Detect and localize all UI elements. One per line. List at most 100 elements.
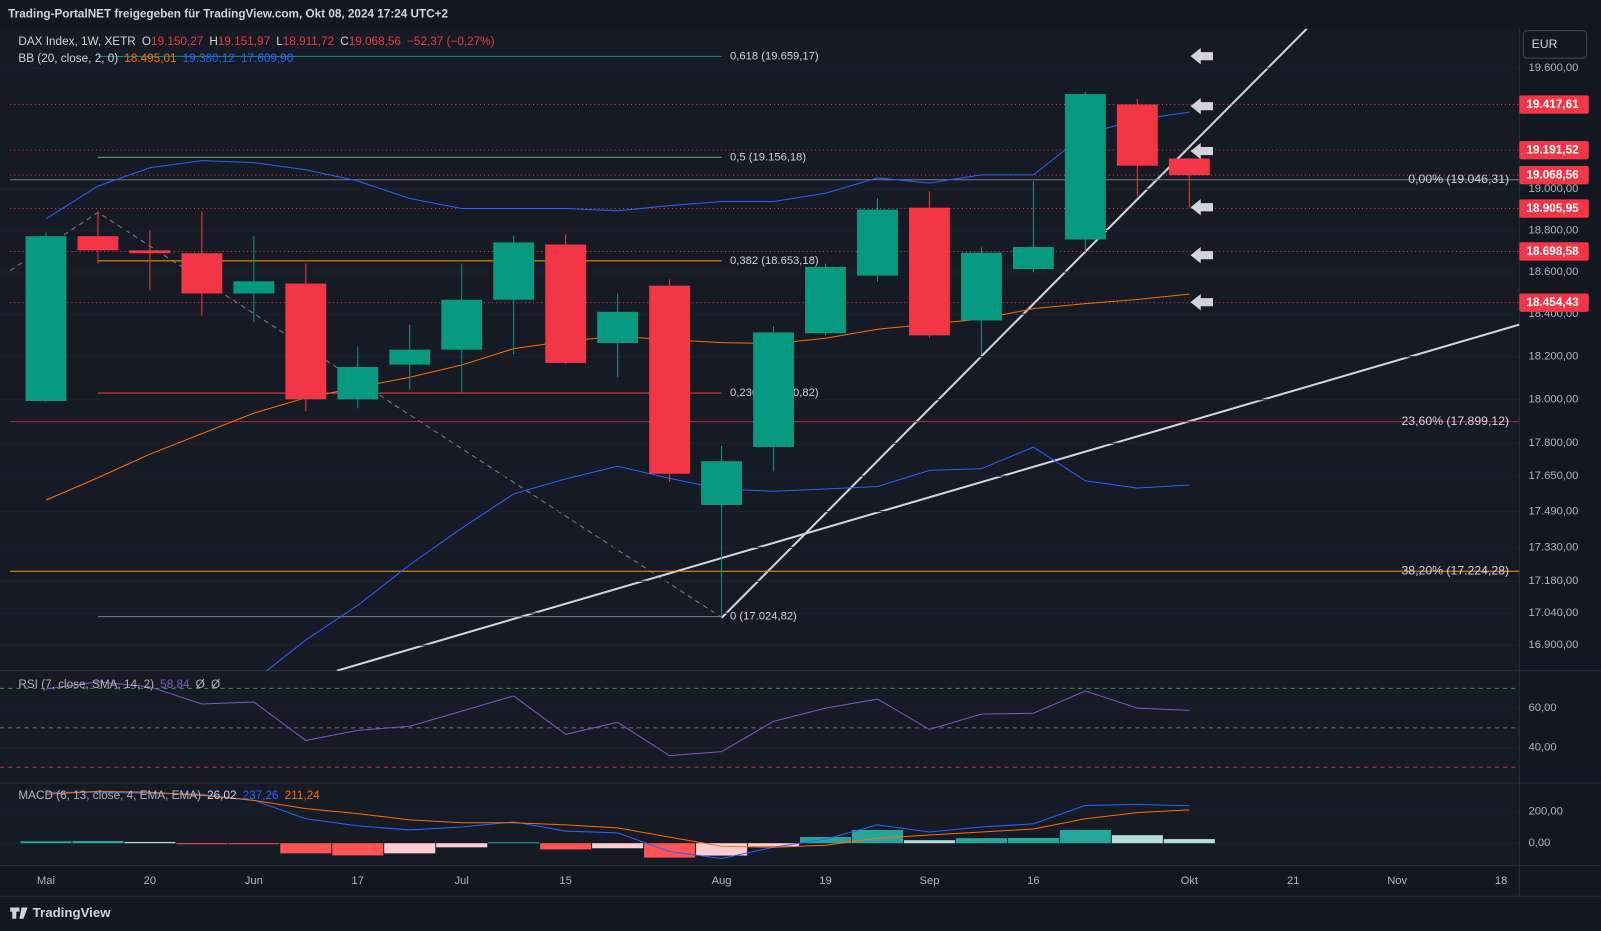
candle-body [181, 253, 223, 294]
legend-item: H [209, 35, 217, 48]
legend-item: C [340, 35, 349, 48]
legend-item: 26,02 [207, 789, 236, 802]
price-label: 18.698,58 [1526, 245, 1579, 258]
legend-item: 19.068,56 [349, 35, 402, 48]
legend-item: O [142, 35, 151, 48]
candle-body [1116, 104, 1158, 166]
candle-body [1064, 94, 1106, 240]
histogram-bar [384, 843, 436, 854]
macd-pane [0, 790, 1520, 860]
legend: RSI (7, close, SMA, 14, 2) 58,84 Ø Ø [18, 678, 220, 691]
histogram-bar [280, 843, 332, 854]
price-label-box [1519, 140, 1589, 160]
histogram-bar [20, 841, 72, 844]
y-tick-label: 18.000,00 [1529, 394, 1579, 406]
candle-body [753, 332, 794, 447]
legend-item: BB (20, close, 2, 0) [18, 52, 118, 65]
alert-arrows [1190, 47, 1214, 311]
x-tick-label: Mai [37, 875, 55, 887]
histogram-bar [592, 843, 644, 849]
candle-body [961, 252, 1002, 321]
fib-label: 38,20% (17.224,28) [1401, 563, 1509, 577]
y-tick-label: 17.800,00 [1529, 437, 1579, 449]
fib-label: 0,00% (19.046,31) [1408, 172, 1509, 186]
y-tick-label: 17.330,00 [1529, 541, 1579, 553]
y-tick-label: 18.800,00 [1529, 224, 1579, 236]
candle-body [545, 244, 587, 363]
x-tick-label: Nov [1387, 875, 1407, 887]
histogram-bar [955, 838, 1007, 844]
price-label: 18.454,43 [1526, 296, 1579, 309]
legend: MACD (6, 13, close, 4, EMA, EMA) 26,02 237… [18, 789, 320, 802]
price-label-box [1519, 293, 1589, 312]
alert-arrow [1190, 199, 1214, 216]
price-label-box [1519, 242, 1589, 261]
legend-item: 19.151,97 [218, 35, 270, 48]
y-tick-label: 16.900,00 [1529, 639, 1579, 651]
trend-line [721, 28, 1308, 619]
fib-label: 0,618 (19.659,17) [730, 50, 819, 62]
histogram-bar [1007, 837, 1059, 844]
y-tick-label: 200,00 [1529, 806, 1563, 818]
currency-label[interactable]: EUR [1532, 37, 1558, 51]
histogram-bar [124, 841, 176, 844]
legend-item: 19.150,27 [151, 35, 203, 48]
candle-body [25, 236, 67, 402]
histogram-bar [72, 841, 124, 844]
x-tick-label: 18 [1495, 875, 1507, 887]
legend-item: 18.911,72 [283, 35, 334, 48]
histogram-bar [903, 840, 955, 844]
histogram-bar [799, 837, 852, 844]
histogram-bar [1111, 835, 1163, 844]
legend-item: 18.495,01 [124, 52, 176, 65]
legend-item: MACD (6, 13, close, 4, EMA, EMA) [18, 789, 201, 802]
candle-body [337, 366, 379, 400]
y-tick-label: 18.400,00 [1529, 308, 1579, 320]
x-tick-label: 21 [1287, 875, 1299, 887]
candle-body [909, 207, 950, 336]
candle-body [77, 236, 119, 251]
y-tick-label: 40,00 [1529, 741, 1557, 753]
candle-body [597, 311, 639, 344]
legend-item: 17.609,90 [241, 52, 294, 65]
price-pane: 0,00% (19.046,31) 23,60% (17.899,12) 38,20… [0, 50, 1520, 671]
legend: DAX Index, 1W, XETR O19.150,27 H19.151,97 L… [18, 35, 494, 48]
price-label-box [1519, 165, 1589, 185]
alert-arrow [1190, 294, 1214, 311]
legend-item: 19.380,12 [183, 52, 235, 65]
indicator-line [45, 681, 1190, 757]
y-tick-label: 19.000,00 [1529, 183, 1579, 195]
axes: 19.600,00 19.000,00 18.800,00 18.600,00 18.4… [18, 35, 1589, 887]
y-tick-label: 17.180,00 [1529, 575, 1579, 587]
currency-button[interactable] [1522, 30, 1588, 59]
fib-label: 23,60% (17.899,12) [1401, 414, 1509, 428]
indicator-line [265, 446, 1190, 671]
legend-item: L [276, 35, 283, 48]
y-tick-label: 17.040,00 [1529, 607, 1579, 619]
legend-item: Ø [196, 678, 205, 691]
footer [0, 896, 1601, 931]
candle-body [233, 281, 275, 294]
x-tick-label: 20 [144, 875, 156, 887]
alert-arrow [1190, 98, 1214, 115]
candle-body [1168, 158, 1210, 176]
x-tick-label: 16 [1027, 875, 1039, 887]
legend-item: 237,26 [243, 789, 279, 802]
histogram-bar [748, 843, 800, 847]
candle-body [441, 299, 483, 350]
histogram-bar [696, 843, 748, 856]
histogram-bar [540, 843, 592, 850]
price-label-box [1519, 95, 1589, 114]
price-label: 19.417,61 [1526, 98, 1579, 111]
histogram-bar [228, 843, 280, 845]
candle-body [701, 461, 742, 505]
legend: BB (20, close, 2, 0) 18.495,01 19.380,12 17… [18, 52, 293, 65]
histogram-bar [332, 843, 384, 856]
y-tick-label: 60,00 [1529, 702, 1557, 714]
histogram-bar [436, 843, 488, 848]
candle-body [1012, 246, 1054, 270]
legend-item: Ø [211, 678, 220, 691]
x-tick-label: Jul [455, 875, 469, 887]
